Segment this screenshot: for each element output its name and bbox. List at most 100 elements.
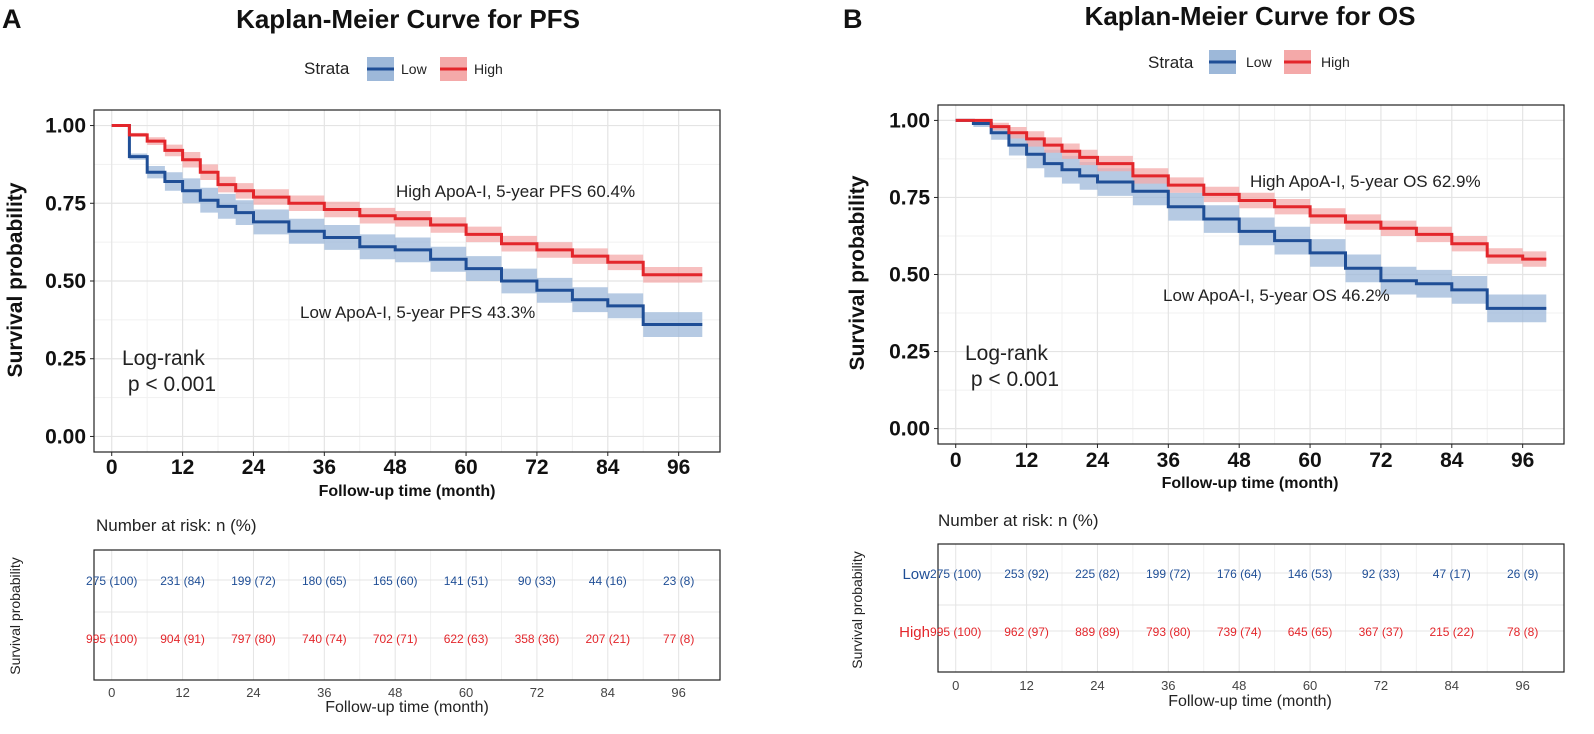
- risk-value-high: 889 (89): [1075, 625, 1120, 639]
- survival-curve-low: [955, 118, 1547, 310]
- x-tick-label: 60: [1298, 449, 1321, 472]
- risk-value-high: 207 (21): [585, 632, 630, 646]
- risk-value-low: 275 (100): [930, 567, 981, 581]
- legend-entry-low: Low: [1246, 54, 1273, 70]
- risk-table-values: 275 (100) 995 (100) 0 231 (84) 904 (91) 12 199…: [86, 574, 694, 700]
- risk-table-frame: [937, 543, 1565, 673]
- x-tick-labels: 0 12 24 36 48 60 72 84 96: [950, 444, 1534, 472]
- annotation-low: Low ApoA-I, 5-year OS 46.2%: [1163, 286, 1390, 305]
- risk-value-low: 253 (92): [1004, 567, 1049, 581]
- risk-value-high: 78 (8): [1507, 625, 1538, 639]
- risk-value-high: 622 (63): [444, 632, 489, 646]
- y-tick-labels: 0.00 0.25 0.50 0.75 1.00: [45, 115, 94, 448]
- risk-value-low: 165 (60): [373, 574, 418, 588]
- survival-curve-high: [111, 124, 703, 277]
- risk-x-tick-label: 48: [388, 685, 402, 700]
- survival-curves: [955, 118, 1547, 310]
- legend-title: Strata: [1148, 53, 1194, 72]
- risk-value-high: 793 (80): [1146, 625, 1191, 639]
- legend-entry-high: High: [1321, 54, 1350, 70]
- risk-value-high: 740 (74): [302, 632, 347, 646]
- risk-value-low: 146 (53): [1288, 567, 1333, 581]
- risk-value-high: 367 (37): [1359, 625, 1404, 639]
- risk-table-y-label: Survival probability: [849, 551, 865, 669]
- survival-curve-high: [955, 118, 1547, 261]
- confidence-band-low: [111, 125, 703, 337]
- x-tick-label: 36: [1157, 449, 1180, 472]
- y-tick-label: 0.00: [45, 425, 86, 448]
- risk-table-grid: [938, 544, 1564, 672]
- confidence-band-high: [111, 125, 703, 283]
- x-tick-label: 48: [1228, 449, 1252, 472]
- risk-value-low: 26 (9): [1507, 567, 1538, 581]
- risk-value-high: 962 (97): [1004, 625, 1049, 639]
- risk-value-high: 215 (22): [1429, 625, 1474, 639]
- y-axis-label: Survival probability: [846, 175, 869, 370]
- plot-frame: [93, 109, 721, 453]
- legend-title: Strata: [304, 59, 350, 78]
- logrank-label: Log-rank: [965, 342, 1048, 365]
- y-tick-label: 0.25: [45, 348, 86, 371]
- risk-x-tick-label: 60: [1303, 678, 1317, 693]
- risk-x-tick-label: 60: [459, 685, 473, 700]
- risk-value-high: 77 (8): [663, 632, 694, 646]
- risk-value-high: 797 (80): [231, 632, 276, 646]
- risk-row-label-low: Low: [902, 566, 930, 583]
- risk-x-tick-label: 24: [246, 685, 260, 700]
- risk-value-low: 23 (8): [663, 574, 694, 588]
- risk-table-x-label: Follow-up time (month): [325, 699, 489, 716]
- risk-value-low: 90 (33): [518, 574, 556, 588]
- risk-value-low: 44 (16): [589, 574, 627, 588]
- risk-x-tick-label: 0: [108, 685, 115, 700]
- survival-curve-low: [111, 124, 703, 326]
- x-axis-label: Follow-up time (month): [1162, 475, 1339, 492]
- risk-value-low: 141 (51): [444, 574, 489, 588]
- risk-value-low: 275 (100): [86, 574, 137, 588]
- panel-label: A: [2, 4, 22, 34]
- y-tick-label: 0.25: [889, 341, 930, 364]
- risk-table-values: 275 (100) 995 (100) 0 253 (92) 962 (97) 12 225…: [899, 566, 1538, 693]
- x-tick-labels: 0 12 24 36 48 60 72 84 96: [106, 452, 690, 479]
- risk-value-low: 199 (72): [1146, 567, 1191, 581]
- panel-b: B Kaplan-Meier Curve for OS Strata Low H…: [843, 1, 1565, 710]
- grid: [94, 110, 720, 452]
- x-tick-label: 24: [242, 456, 266, 479]
- x-tick-label: 12: [1015, 449, 1038, 472]
- risk-value-high: 739 (74): [1217, 625, 1262, 639]
- y-tick-label: 0.50: [45, 270, 86, 293]
- risk-row-label-high: High: [899, 624, 930, 641]
- x-tick-label: 0: [950, 449, 962, 472]
- x-tick-label: 72: [1369, 449, 1392, 472]
- risk-value-high: 358 (36): [515, 632, 560, 646]
- y-tick-label: 1.00: [45, 115, 86, 138]
- risk-value-low: 92 (33): [1362, 567, 1400, 581]
- risk-value-high: 995 (100): [86, 632, 137, 646]
- risk-x-tick-label: 84: [1445, 678, 1459, 693]
- legend: Strata Low High: [1148, 50, 1350, 74]
- chart-title: Kaplan-Meier Curve for PFS: [236, 4, 580, 34]
- annotation-high: High ApoA-I, 5-year PFS 60.4%: [396, 182, 635, 201]
- chart-title: Kaplan-Meier Curve for OS: [1085, 1, 1416, 31]
- risk-x-tick-label: 96: [1515, 678, 1529, 693]
- x-tick-label: 36: [313, 456, 336, 479]
- risk-table-y-label: Survival probability: [7, 557, 23, 675]
- risk-x-tick-label: 12: [1019, 678, 1033, 693]
- risk-value-low: 231 (84): [160, 574, 205, 588]
- risk-table-frame: [93, 549, 721, 681]
- x-tick-label: 48: [384, 456, 408, 479]
- risk-x-tick-label: 48: [1232, 678, 1246, 693]
- legend-entry-high: High: [474, 61, 503, 77]
- risk-value-low: 47 (17): [1433, 567, 1471, 581]
- x-tick-label: 84: [1440, 449, 1464, 472]
- logrank-label: Log-rank: [122, 347, 205, 370]
- risk-table-x-label: Follow-up time (month): [1168, 693, 1332, 710]
- x-tick-label: 72: [525, 456, 548, 479]
- risk-x-tick-label: 0: [952, 678, 959, 693]
- panel-label: B: [843, 4, 863, 34]
- survival-curves: [111, 124, 703, 326]
- y-tick-label: 0.50: [889, 264, 930, 287]
- risk-x-tick-label: 96: [671, 685, 685, 700]
- x-tick-label: 96: [1511, 449, 1534, 472]
- x-axis-label: Follow-up time (month): [319, 483, 496, 500]
- x-tick-label: 24: [1086, 449, 1110, 472]
